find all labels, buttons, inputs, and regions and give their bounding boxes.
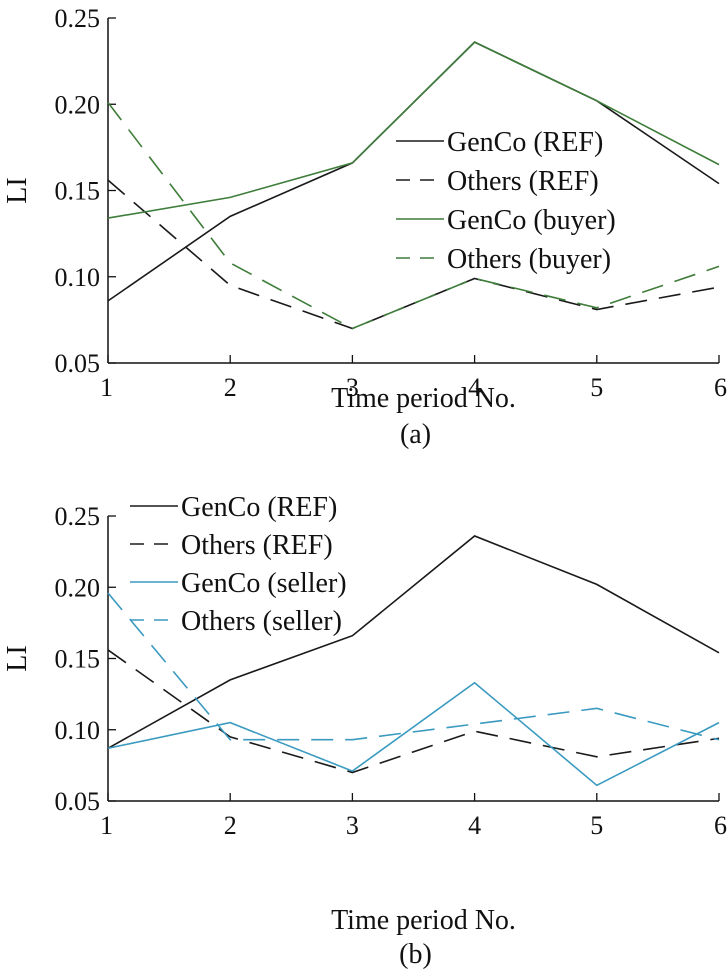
chart-b-series-line-4 (107, 592, 720, 741)
chart-a-legend-label-2: Others (REF) (447, 166, 599, 197)
chart-b-series-line-3 (107, 681, 720, 787)
chart-a-series-line-2 (107, 179, 720, 330)
chart-a-x-tick-label: 1 (100, 373, 113, 402)
chart-b-x-tick-label: 4 (468, 811, 481, 840)
chart-b-y-tick-label: 0.20 (55, 573, 101, 602)
chart-a-y-tick-label: 0.10 (55, 263, 101, 292)
chart-a-x-tick-label: 5 (590, 373, 603, 402)
chart-b-legend-label-2: Others (REF) (181, 530, 333, 561)
chart-b-series-line-2 (107, 649, 720, 774)
chart-b-caption: (b) (399, 939, 432, 970)
chart-a-legend-label-4: Others (buyer) (447, 244, 611, 275)
chart-a-series-line-3 (107, 41, 720, 219)
chart-a-y-tick-label: 0.05 (55, 349, 101, 378)
chart-b-legend-label-3: GenCo (seller) (181, 568, 347, 599)
chart-a-series-line-4 (107, 102, 720, 330)
chart-a: 0.05 0.10 0.15 0.20 0.25 1 2 3 4 5 6 Time period No… (2, 4, 727, 450)
chart-b-y-axis-label: LI (2, 645, 33, 671)
chart-b-y-tick-label: 0.25 (55, 502, 101, 531)
chart-a-y-tick-label: 0.20 (55, 90, 101, 119)
chart-b-y-tick-label: 0.05 (55, 787, 101, 816)
chart-b-series-line-1 (107, 535, 720, 749)
chart-b-y-tick-label: 0.10 (55, 716, 101, 745)
chart-a-legend-label-1: GenCo (REF) (447, 127, 603, 158)
chart-a-x-tick-label: 2 (224, 373, 237, 402)
chart-b-x-tick-label: 1 (100, 811, 113, 840)
chart-a-series-line-1 (107, 41, 720, 302)
chart-a-x-tick-label: 3 (346, 373, 359, 402)
chart-b-legend-label-4: Others (seller) (181, 606, 342, 637)
chart-a-y-tick-label: 0.25 (55, 4, 101, 33)
chart-b-x-tick-label: 6 (714, 811, 727, 840)
chart-a-y-axis-label: LI (2, 177, 33, 203)
chart-a-y-tick-label: 0.15 (55, 177, 101, 206)
chart-b-x-tick-label: 2 (224, 811, 237, 840)
chart-b-x-tick-label: 5 (590, 811, 603, 840)
chart-a-x-tick-label: 4 (468, 373, 481, 402)
chart-a-caption: (a) (400, 419, 431, 450)
chart-b-y-tick-label: 0.15 (55, 645, 101, 674)
chart-b-legend-label-1: GenCo (REF) (181, 492, 337, 523)
chart-b: 0.05 0.10 0.15 0.20 0.25 1 2 3 4 5 6 Time period No… (2, 492, 727, 970)
chart-a-x-tick-label: 6 (714, 373, 727, 402)
chart-b-x-tick-label: 3 (346, 811, 359, 840)
chart-b-x-axis-label: Time period No. (331, 905, 516, 936)
chart-a-x-axis-label: Time period No. (331, 383, 516, 414)
chart-a-legend-label-3: GenCo (buyer) (447, 205, 616, 236)
